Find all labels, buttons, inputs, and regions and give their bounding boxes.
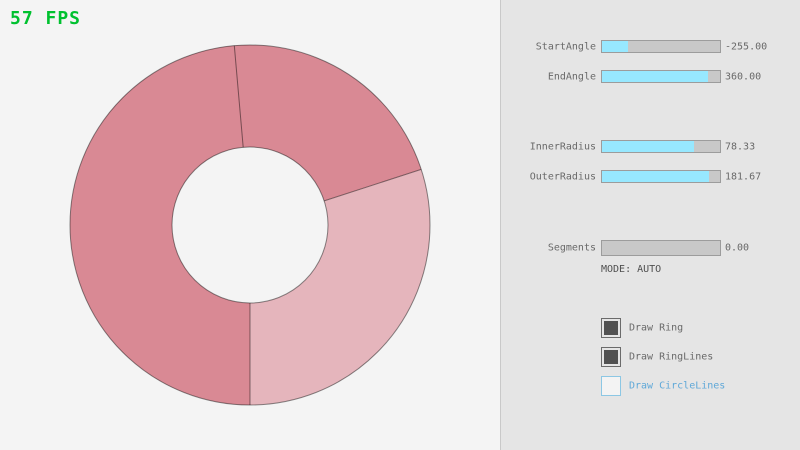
outer-radius-slider[interactable] — [601, 170, 721, 183]
start-angle-row: StartAngle -255.00 — [501, 40, 800, 53]
outer-radius-value: 181.67 — [725, 171, 762, 182]
inner-radius-row: InnerRadius 78.33 — [501, 140, 800, 153]
end-angle-value: 360.00 — [725, 71, 762, 82]
ring-line — [324, 168, 422, 202]
segments-row: Segments 0.00 — [501, 240, 800, 256]
segments-mode-text: MODE: AUTO — [601, 264, 662, 275]
draw-ringlines-label: Draw RingLines — [629, 351, 714, 363]
slider-fill — [602, 41, 628, 52]
end-angle-row: EndAngle 360.00 — [501, 70, 800, 83]
slider-fill — [602, 171, 710, 182]
draw-circlelines-checkbox-row: Draw CircleLines — [601, 376, 800, 396]
draw-ringlines-checkbox[interactable] — [601, 347, 621, 367]
ring-canvas — [69, 44, 431, 406]
draw-ring-checkbox[interactable] — [601, 318, 621, 338]
outer-radius-label: OuterRadius — [529, 171, 596, 182]
segments-slider[interactable] — [601, 240, 721, 256]
ring-dark-segment — [70, 45, 422, 406]
ring-outer-circle — [69, 44, 431, 406]
start-angle-label: StartAngle — [535, 41, 596, 52]
draw-circlelines-checkbox[interactable] — [601, 376, 621, 396]
control-panel: StartAngle -255.00 EndAngle 360.00 Inner… — [500, 0, 800, 450]
draw-ring-checkbox-row: Draw Ring — [601, 318, 800, 338]
draw-circlelines-label: Draw CircleLines — [629, 380, 726, 392]
draw-ring-label: Draw Ring — [629, 322, 684, 334]
slider-fill — [602, 71, 709, 82]
end-angle-label: EndAngle — [547, 71, 596, 82]
segments-label: Segments — [547, 242, 596, 254]
slider-fill — [602, 141, 695, 152]
inner-radius-label: InnerRadius — [529, 141, 596, 152]
start-angle-value: -255.00 — [725, 41, 768, 52]
inner-radius-slider[interactable] — [601, 140, 721, 153]
start-angle-slider[interactable] — [601, 40, 721, 53]
ring-inner-circle — [171, 146, 329, 304]
draw-ringlines-checkbox-row: Draw RingLines — [601, 347, 800, 367]
end-angle-slider[interactable] — [601, 70, 721, 83]
ring-line — [233, 45, 244, 148]
segments-value: 0.00 — [725, 242, 750, 254]
inner-radius-value: 78.33 — [725, 141, 756, 152]
ring-light-segment — [250, 169, 431, 405]
outer-radius-row: OuterRadius 181.67 — [501, 170, 800, 183]
fps-counter: 57 FPS — [10, 8, 82, 29]
